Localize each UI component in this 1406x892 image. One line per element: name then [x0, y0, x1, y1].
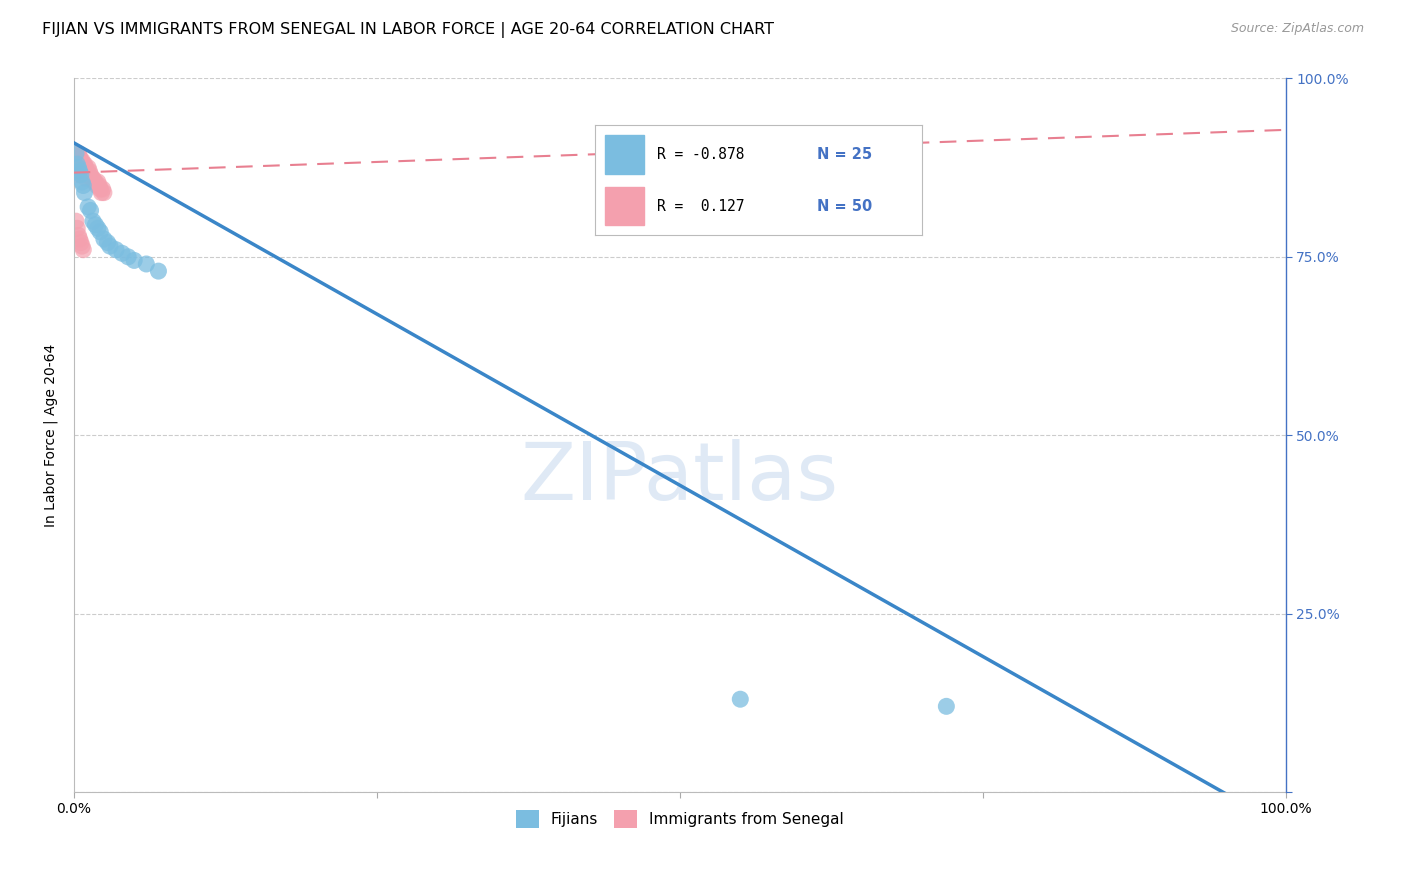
Point: [67, 228, 90, 243]
Point: [93, 232, 115, 246]
Point: [73, 186, 96, 200]
Point: [93, 186, 115, 200]
Point: [70, 161, 93, 175]
Point: [65, 150, 87, 164]
Point: [69, 157, 91, 171]
Point: [89, 225, 111, 239]
Point: [73, 157, 96, 171]
Point: [67, 161, 90, 175]
Point: [84, 175, 107, 189]
Point: [67, 153, 90, 168]
Point: [87, 175, 110, 189]
Point: [63, 146, 86, 161]
Point: [730, 692, 752, 706]
Point: [79, 164, 101, 178]
Point: [65, 157, 87, 171]
Point: [70, 235, 93, 250]
Point: [72, 164, 94, 178]
Point: [70, 161, 93, 175]
Point: [83, 175, 105, 189]
Point: [84, 218, 107, 232]
Point: [70, 239, 93, 253]
Point: [91, 182, 114, 196]
Text: FIJIAN VS IMMIGRANTS FROM SENEGAL IN LABOR FORCE | AGE 20-64 CORRELATION CHART: FIJIAN VS IMMIGRANTS FROM SENEGAL IN LAB…: [42, 22, 775, 38]
Point: [77, 161, 100, 175]
Point: [79, 168, 101, 182]
Point: [76, 164, 98, 178]
Point: [77, 168, 100, 182]
Point: [69, 164, 91, 178]
Point: [148, 264, 170, 278]
Point: [105, 243, 128, 257]
Point: [66, 157, 89, 171]
Point: [935, 699, 957, 714]
Point: [87, 178, 110, 193]
Point: [77, 200, 100, 214]
Point: [70, 153, 93, 168]
Text: Source: ZipAtlas.com: Source: ZipAtlas.com: [1230, 22, 1364, 36]
Point: [89, 182, 111, 196]
Point: [70, 168, 93, 182]
Point: [72, 157, 94, 171]
Point: [86, 178, 108, 193]
Point: [96, 235, 118, 250]
Point: [65, 146, 87, 161]
Point: [80, 171, 103, 186]
Point: [87, 221, 110, 235]
Point: [67, 146, 90, 161]
Point: [66, 168, 89, 182]
Point: [79, 203, 101, 218]
Point: [70, 175, 93, 189]
Point: [66, 161, 89, 175]
Point: [117, 250, 139, 264]
Point: [72, 243, 94, 257]
Point: [63, 161, 86, 175]
Point: [65, 164, 87, 178]
Point: [67, 161, 90, 175]
Point: [69, 150, 91, 164]
Point: [75, 171, 97, 186]
Point: [111, 246, 134, 260]
Point: [135, 257, 157, 271]
Y-axis label: In Labor Force | Age 20-64: In Labor Force | Age 20-64: [44, 343, 58, 527]
Point: [69, 232, 91, 246]
Point: [63, 153, 86, 168]
Point: [69, 164, 91, 178]
Text: ZIPatlas: ZIPatlas: [520, 439, 839, 517]
Point: [73, 164, 96, 178]
Point: [98, 239, 121, 253]
Point: [75, 168, 97, 182]
Point: [75, 161, 97, 175]
Point: [82, 171, 104, 186]
Point: [65, 214, 87, 228]
Point: [70, 153, 93, 168]
Point: [90, 186, 112, 200]
Point: [72, 178, 94, 193]
Legend: Fijians, Immigrants from Senegal: Fijians, Immigrants from Senegal: [510, 804, 849, 834]
Point: [66, 153, 89, 168]
Point: [66, 146, 89, 161]
Point: [66, 221, 89, 235]
Point: [82, 214, 104, 228]
Point: [122, 253, 145, 268]
